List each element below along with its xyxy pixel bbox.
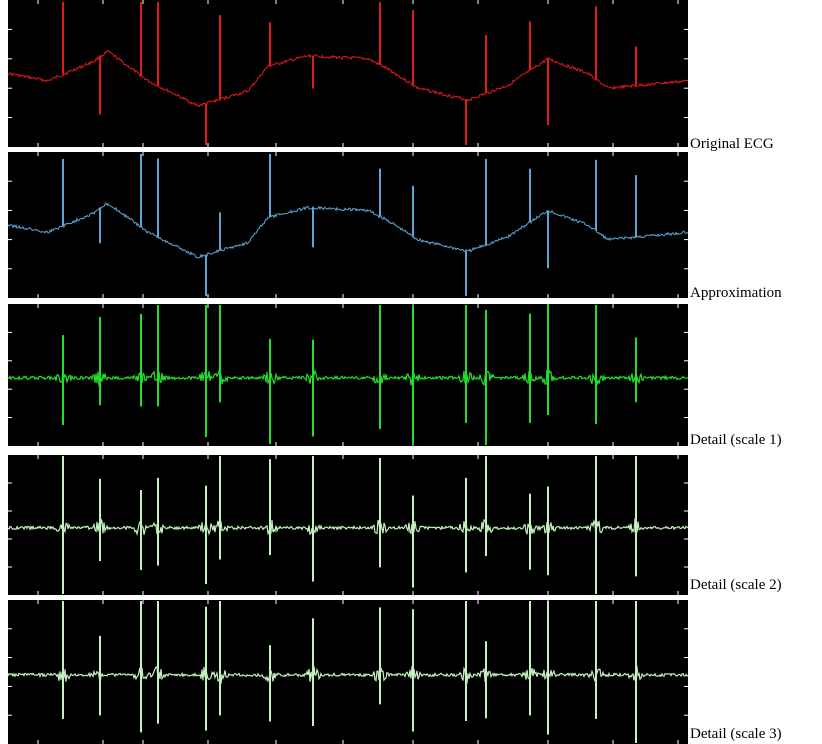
detail-scale-1-trace [8, 368, 688, 388]
axis-ticks [8, 0, 688, 147]
detail-scale-3-trace [8, 665, 688, 686]
approximation-spikes [62, 154, 637, 296]
label-approximation: Approximation [690, 285, 782, 301]
panel-original-ecg [8, 0, 688, 147]
label-detail-scale-2: Detail (scale 2) [690, 577, 782, 593]
detail-scale-2-trace [8, 517, 688, 538]
original-ecg-spikes [62, 2, 637, 145]
panel-detail-scale-1 [8, 304, 688, 446]
label-detail-scale-3: Detail (scale 3) [690, 726, 782, 742]
detail-scale-3-spikes [62, 601, 637, 743]
detail-scale-2-spikes [62, 456, 637, 594]
original-ecg-trace [8, 50, 688, 108]
panel-approximation [8, 152, 688, 298]
plot-original-ecg [8, 0, 688, 147]
axis-ticks [8, 152, 688, 298]
axis-ticks [8, 304, 688, 446]
label-detail-scale-1: Detail (scale 1) [690, 432, 782, 448]
approximation-trace [8, 202, 688, 259]
panel-detail-scale-2 [8, 455, 688, 595]
label-original-ecg: Original ECG [690, 136, 774, 152]
plot-approximation [8, 152, 688, 298]
panel-detail-scale-3 [8, 600, 688, 744]
axis-ticks [8, 455, 688, 595]
plot-detail-scale-2 [8, 455, 688, 595]
detail-scale-1-spikes [62, 305, 637, 445]
plot-detail-scale-1 [8, 304, 688, 446]
axis-ticks [8, 600, 688, 744]
plot-detail-scale-3 [8, 600, 688, 744]
